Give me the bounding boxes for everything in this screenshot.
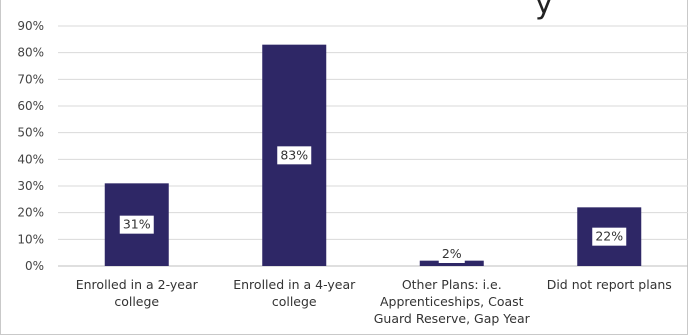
x-category-label: college [114, 294, 159, 309]
y-tick-label: 40% [17, 152, 44, 166]
x-category-label: Apprenticeships, Coast [380, 294, 524, 309]
y-tick-label: 90% [17, 19, 44, 33]
chart-title-fragment: y [535, 0, 553, 21]
data-label: 83% [280, 147, 308, 162]
x-category-label: Enrolled in a 4-year [233, 277, 356, 292]
data-label-box [438, 245, 465, 263]
x-category-label: Did not report plans [547, 277, 672, 292]
x-category-label: Enrolled in a 2-year [76, 277, 199, 292]
x-category-label: college [272, 294, 317, 309]
y-tick-label: 60% [17, 99, 44, 113]
x-category-label: Guard Reserve, Gap Year [374, 311, 531, 326]
y-tick-label: 70% [17, 72, 44, 86]
y-tick-label: 0% [25, 259, 44, 273]
data-label: 2% [442, 246, 462, 261]
y-tick-label: 30% [17, 179, 44, 193]
y-tick-label: 80% [17, 46, 44, 60]
bar [419, 260, 484, 266]
data-label-box [592, 227, 627, 246]
data-label: 22% [595, 229, 623, 244]
y-tick-label: 10% [17, 232, 44, 246]
data-label: 31% [123, 217, 151, 232]
data-label-box [277, 146, 312, 165]
y-tick-label: 50% [17, 126, 44, 140]
x-category-label: Other Plans: i.e. [402, 277, 502, 292]
data-label-box [119, 215, 154, 234]
y-tick-label: 20% [17, 206, 44, 220]
